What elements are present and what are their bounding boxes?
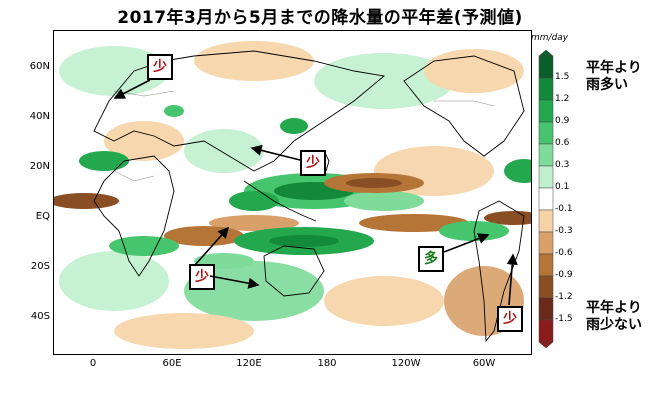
lat-label-eq: EQ [35,211,50,222]
colorbar-label-2: 0.9 [555,116,570,126]
legend-drier: 平年より 雨少ない [586,300,642,333]
lon-label-60w: 60W [472,358,496,369]
colorbar-bottom-arrow [538,341,554,349]
colorbar-segment-6 [538,187,554,211]
colorbar-segment-9 [538,253,554,277]
lon-label-120w: 120W [391,358,421,369]
colorbar-top-arrow [538,50,554,57]
lat-label-20s: 20S [30,261,50,272]
lat-label-60n: 60N [29,61,50,72]
colorbar-segment-11 [538,297,554,321]
lat-label-40n: 40N [29,111,50,122]
colorbar-label-5: 0.1 [555,182,570,192]
colorbar-label-6: -0.1 [555,204,573,214]
precipitation-anomaly-map [53,30,532,355]
callout-few-europe: 少 [147,54,173,80]
legend-wetter-text: 平年より 雨多い [586,60,642,94]
colorbar-label-11: -1.5 [555,314,573,324]
colorbar-label-0: 1.5 [555,72,570,82]
colorbar-segment-12 [538,319,554,343]
colorbar-segment-5 [538,165,554,189]
colorbar-label-9: -0.9 [555,270,573,280]
colorbar-segment-1 [538,77,554,101]
callout-few-south-america-east: 少 [497,306,523,332]
callout-many-south-america: 多 [418,246,444,272]
legend-drier-text: 平年より 雨少ない [586,300,642,334]
map-canvas [54,31,531,354]
colorbar-segment-8 [538,231,554,255]
colorbar-segment-3 [538,121,554,145]
lon-label-120e: 120E [236,358,262,369]
colorbar-segment-2 [538,99,554,123]
colorbar-segment-7 [538,209,554,233]
callout-few-australia: 少 [189,264,215,290]
lon-label-180: 180 [317,358,337,369]
map-title: 2017年3月から5月までの降水量の平年差(予測値) [117,8,523,28]
colorbar-segment-10 [538,275,554,299]
colorbar-segment-4 [538,143,554,167]
colorbar-label-10: -1.2 [555,292,573,302]
lat-label-20n: 20N [29,161,50,172]
colorbar-label-8: -0.6 [555,248,573,258]
lon-label-60e: 60E [162,358,182,369]
lat-label-40s: 40S [30,311,50,322]
colorbar-label-7: -0.3 [555,226,573,236]
colorbar [538,50,554,349]
callout-few-east-asia: 少 [300,150,326,176]
units-label: mm/day [531,33,569,43]
lon-label-0: 0 [89,358,97,369]
colorbar-segment-0 [538,55,554,79]
colorbar-label-1: 1.2 [555,94,570,104]
colorbar-segments [538,50,554,349]
colorbar-label-3: 0.6 [555,138,570,148]
colorbar-label-4: 0.3 [555,160,570,170]
legend-wetter: 平年より 雨多い [586,60,642,93]
